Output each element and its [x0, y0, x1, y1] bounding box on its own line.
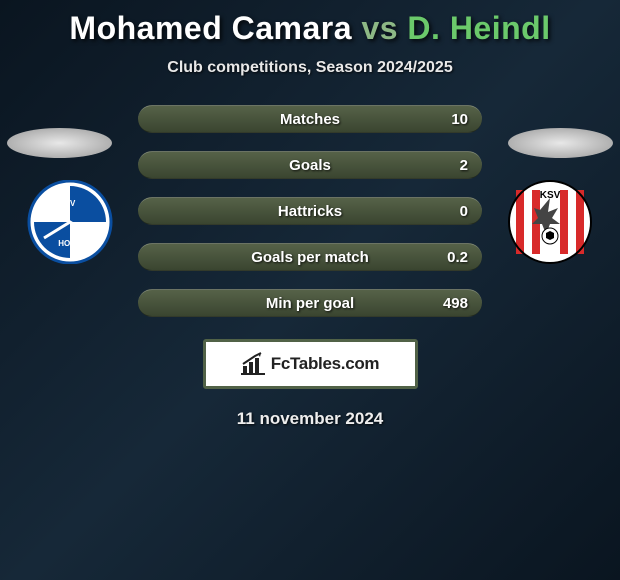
stat-row: Goals 2 — [138, 151, 482, 179]
stat-label: Min per goal — [266, 295, 354, 312]
brand-text: FcTables.com — [271, 354, 380, 374]
stat-right-value: 10 — [438, 111, 468, 128]
infographic-container: Mohamed Camara vs D. Heindl Club competi… — [0, 0, 620, 429]
brand-box: FcTables.com — [203, 339, 418, 389]
stat-row: Goals per match 0.2 — [138, 243, 482, 271]
stat-row: Matches 10 — [138, 105, 482, 133]
chart-icon — [241, 352, 267, 376]
stats-list: Matches 10 Goals 2 Hattricks 0 Goals per… — [0, 105, 620, 317]
date-label: 11 november 2024 — [0, 409, 620, 429]
stat-row: Hattricks 0 — [138, 197, 482, 225]
stat-right-value: 0 — [438, 203, 468, 220]
stat-right-value: 2 — [438, 157, 468, 174]
stat-row: Min per goal 498 — [138, 289, 482, 317]
stat-label: Goals per match — [251, 249, 369, 266]
stat-right-value: 0.2 — [438, 249, 468, 266]
stat-label: Matches — [280, 111, 340, 128]
player2-name: D. Heindl — [407, 10, 550, 46]
stat-label: Hattricks — [278, 203, 342, 220]
stat-right-value: 498 — [438, 295, 468, 312]
vs-separator: vs — [361, 10, 398, 46]
player1-name: Mohamed Camara — [69, 10, 352, 46]
subtitle: Club competitions, Season 2024/2025 — [0, 59, 620, 77]
page-title: Mohamed Camara vs D. Heindl — [0, 10, 620, 47]
stat-label: Goals — [289, 157, 331, 174]
